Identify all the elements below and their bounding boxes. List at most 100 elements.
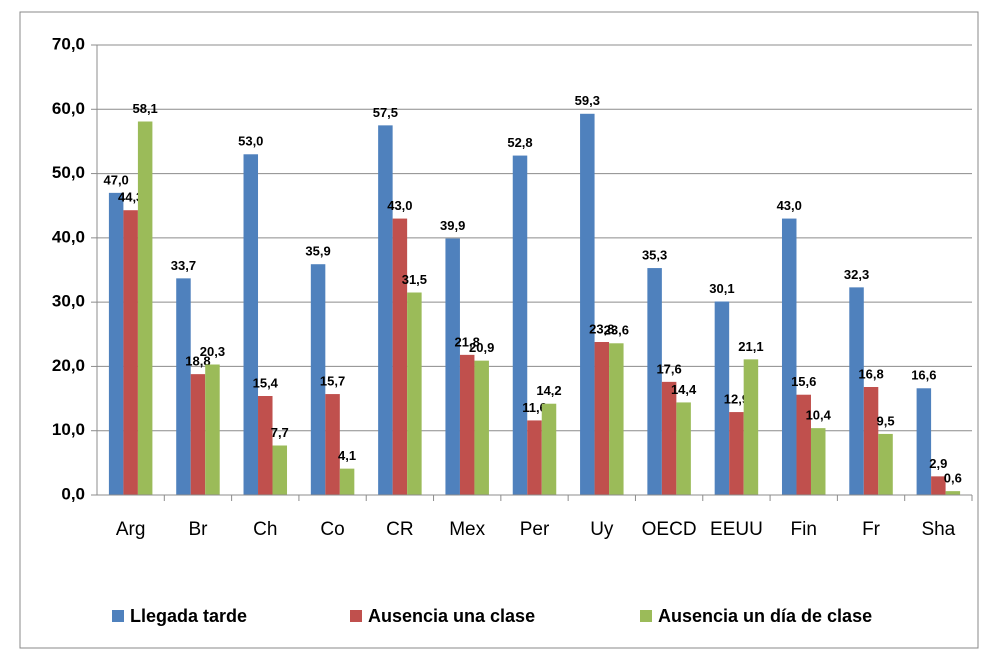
y-tick-label: 60,0 bbox=[52, 99, 85, 118]
bar bbox=[445, 238, 460, 495]
value-label: 20,9 bbox=[469, 340, 494, 355]
value-label: 35,9 bbox=[305, 244, 330, 259]
x-tick-label: Co bbox=[320, 519, 344, 540]
x-tick-label: Mex bbox=[449, 519, 485, 540]
value-label: 16,8 bbox=[858, 366, 883, 381]
value-label: 4,1 bbox=[338, 448, 356, 463]
bar bbox=[378, 125, 393, 495]
chart-frame bbox=[19, 11, 979, 649]
value-label: 52,8 bbox=[507, 135, 532, 150]
value-label: 53,0 bbox=[238, 134, 263, 149]
value-label: 11,6 bbox=[522, 400, 547, 415]
bar bbox=[137, 121, 153, 495]
bar bbox=[325, 394, 340, 495]
bar bbox=[714, 301, 730, 495]
value-label: 9,5 bbox=[876, 413, 894, 428]
bar bbox=[339, 468, 355, 495]
x-tick-label: Arg bbox=[116, 519, 146, 540]
value-label: 15,4 bbox=[253, 375, 279, 390]
value-label: 14,2 bbox=[536, 383, 561, 398]
value-label: 14,4 bbox=[671, 382, 697, 397]
bar bbox=[243, 154, 259, 496]
x-tick-label: Fin bbox=[791, 519, 817, 540]
bar bbox=[527, 420, 542, 495]
value-label: 17,6 bbox=[656, 361, 681, 376]
x-tick-label: Sha bbox=[921, 519, 955, 540]
value-label: 2,9 bbox=[929, 456, 947, 471]
bar bbox=[512, 155, 528, 496]
legend-swatch bbox=[350, 610, 362, 622]
bar bbox=[676, 402, 691, 495]
value-label: 20,3 bbox=[200, 344, 225, 359]
bar bbox=[849, 287, 864, 495]
bar bbox=[459, 354, 475, 495]
bar bbox=[863, 387, 879, 495]
bar bbox=[661, 381, 677, 495]
x-tick-label: Ch bbox=[253, 519, 277, 540]
bar bbox=[594, 342, 610, 495]
value-label: 59,3 bbox=[575, 93, 600, 108]
value-label: 7,7 bbox=[271, 425, 289, 440]
bar bbox=[258, 396, 273, 495]
bar bbox=[743, 359, 759, 495]
bar bbox=[580, 113, 595, 496]
bar bbox=[647, 268, 662, 495]
value-label: 18,8 bbox=[185, 354, 210, 369]
value-label: 57,5 bbox=[373, 105, 398, 120]
value-label: 30,1 bbox=[709, 281, 734, 296]
legend-swatch bbox=[112, 610, 124, 622]
bar bbox=[781, 218, 797, 496]
x-tick-label: CR bbox=[386, 519, 413, 540]
legend-label: Llegada tarde bbox=[130, 606, 247, 626]
value-label: 33,7 bbox=[171, 258, 196, 273]
bar bbox=[123, 210, 138, 495]
value-label: 32,3 bbox=[844, 267, 869, 282]
x-tick-label: Uy bbox=[590, 519, 614, 540]
value-label: 23,8 bbox=[589, 321, 614, 336]
bar bbox=[310, 264, 326, 495]
value-label: 31,5 bbox=[402, 272, 427, 287]
bar bbox=[392, 218, 408, 496]
x-tick-label: Fr bbox=[862, 519, 881, 540]
bar bbox=[609, 343, 624, 495]
value-label: 12,9 bbox=[724, 392, 749, 407]
legend-swatch bbox=[640, 610, 652, 622]
x-tick-label: Br bbox=[188, 519, 208, 540]
bar bbox=[810, 428, 826, 495]
y-tick-label: 70,0 bbox=[52, 34, 85, 53]
y-tick-label: 30,0 bbox=[52, 292, 85, 311]
bar bbox=[108, 192, 124, 495]
bar bbox=[176, 278, 191, 495]
value-label: 58,1 bbox=[132, 101, 157, 116]
y-tick-label: 0,0 bbox=[61, 484, 85, 503]
x-tick-label: EEUU bbox=[710, 519, 763, 540]
value-label: 43,0 bbox=[777, 198, 802, 213]
legend-label: Ausencia un día de clase bbox=[658, 606, 872, 626]
bar bbox=[878, 433, 893, 495]
bar bbox=[190, 374, 206, 495]
bar bbox=[474, 360, 489, 495]
legend-label: Ausencia una clase bbox=[368, 606, 535, 626]
value-label: 44,3 bbox=[118, 190, 143, 205]
bar bbox=[205, 364, 220, 495]
x-tick-label: Per bbox=[520, 519, 550, 540]
bar bbox=[931, 476, 946, 495]
value-label: 21,8 bbox=[455, 334, 480, 349]
value-label: 15,7 bbox=[320, 374, 345, 389]
value-label: 47,0 bbox=[103, 172, 128, 187]
bar bbox=[796, 394, 811, 495]
value-label: 10,4 bbox=[806, 408, 832, 423]
value-label: 16,6 bbox=[911, 368, 936, 383]
y-tick-label: 50,0 bbox=[52, 163, 85, 182]
bar bbox=[541, 403, 557, 495]
value-label: 39,9 bbox=[440, 218, 465, 233]
bar bbox=[916, 388, 932, 495]
value-label: 23,6 bbox=[604, 323, 629, 338]
value-label: 35,3 bbox=[642, 248, 667, 263]
value-label: 21,1 bbox=[738, 339, 763, 354]
y-tick-label: 10,0 bbox=[52, 420, 85, 439]
bar bbox=[729, 412, 744, 495]
y-tick-label: 40,0 bbox=[52, 227, 85, 246]
bar bbox=[272, 445, 288, 495]
